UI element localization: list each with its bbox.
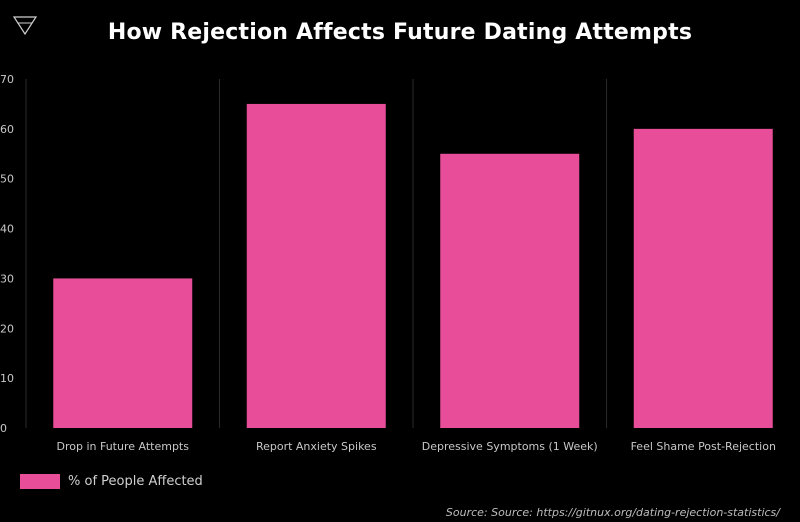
y-tick-label: 60: [0, 123, 14, 136]
y-tick-label: 10: [0, 372, 14, 385]
y-tick-label: 0: [0, 422, 7, 435]
bar: [246, 103, 386, 428]
bar: [53, 278, 193, 428]
bar: [633, 128, 773, 428]
x-category-label: Report Anxiety Spikes: [256, 440, 377, 453]
chart-title: How Rejection Affects Future Dating Atte…: [107, 20, 693, 45]
x-category-label: Drop in Future Attempts: [57, 440, 190, 453]
y-tick-label: 70: [0, 73, 14, 86]
legend-swatch: [20, 474, 60, 489]
source-note: Source: Source: https://gitnux.org/datin…: [445, 506, 780, 519]
x-category-label: Depressive Symptoms (1 Week): [422, 440, 598, 453]
y-tick-label: 30: [0, 272, 14, 285]
y-tick-label: 40: [0, 223, 14, 236]
y-tick-label: 50: [0, 173, 14, 186]
legend-label: % of People Affected: [68, 474, 203, 489]
triangle-logo-icon: [12, 16, 38, 36]
bar: [440, 153, 580, 429]
x-category-label: Feel Shame Post-Rejection: [631, 440, 776, 453]
y-tick-label: 20: [0, 322, 14, 335]
legend: % of People Affected: [20, 474, 203, 489]
